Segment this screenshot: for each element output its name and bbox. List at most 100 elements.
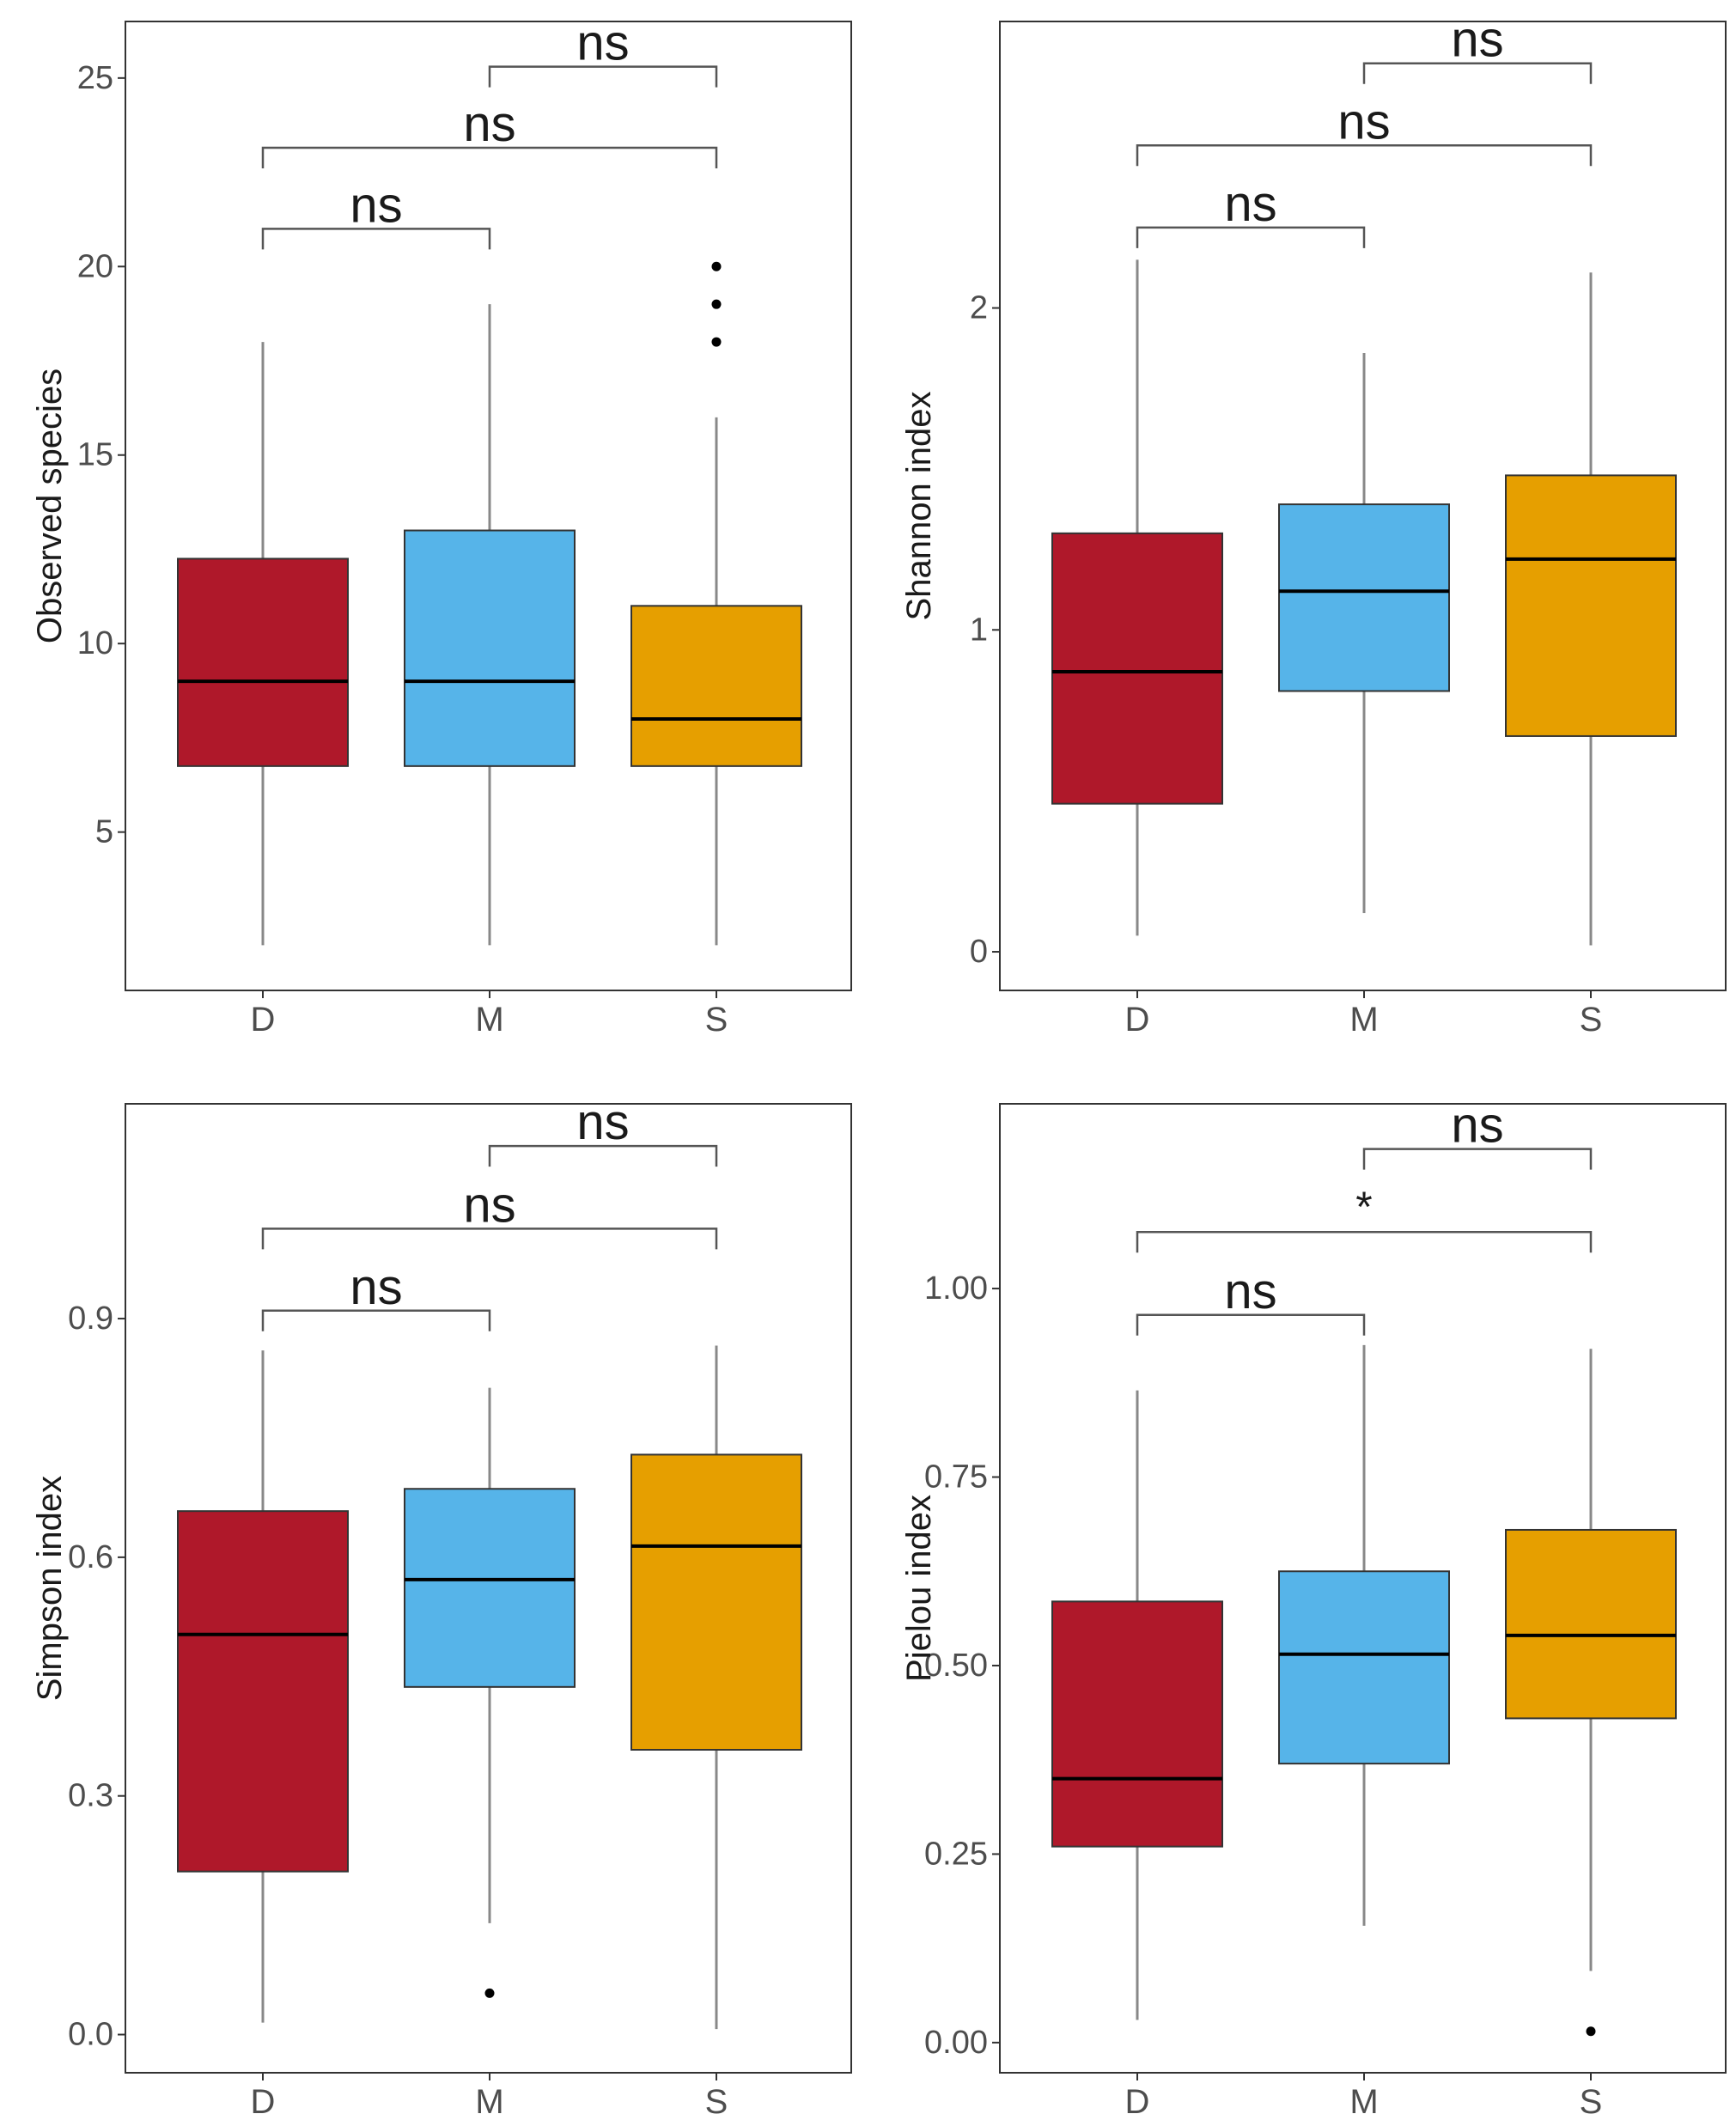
x-tick-label: D (1125, 2083, 1150, 2120)
box-body (1051, 532, 1223, 805)
comparison-D-S: ns (261, 96, 718, 169)
y-tick-label: 0.50 (924, 1648, 988, 1684)
significance-bracket (1136, 144, 1593, 167)
box-M (1278, 1344, 1450, 1926)
significance-bracket (261, 228, 491, 250)
box-body (1278, 503, 1450, 692)
x-tick-label: S (1580, 1001, 1603, 1039)
x-tick-label: M (1349, 1001, 1378, 1039)
significance-bracket (261, 1309, 491, 1331)
box-S (630, 1345, 802, 2030)
y-tick-label: 15 (77, 437, 113, 473)
y-tick-label: 10 (77, 625, 113, 661)
box-S (630, 261, 802, 946)
y-tick-label: 1 (970, 612, 988, 648)
significance-bracket (488, 1144, 718, 1167)
y-axis-title: Observed species (31, 369, 69, 643)
box-body (177, 557, 349, 767)
significance-label: ns (463, 1177, 515, 1233)
panel-border (125, 21, 852, 991)
outlier-point (711, 337, 722, 347)
y-axis-title: Simpson index (31, 1476, 69, 1701)
box-D (177, 1350, 349, 2023)
significance-label: ns (350, 1259, 402, 1315)
y-axis-title: Pielou index (900, 1495, 938, 1682)
comparison-M-S: ns (488, 15, 718, 88)
y-tick-label: 2 (970, 290, 988, 326)
x-tick-label: M (1349, 2083, 1378, 2120)
box-M (1278, 352, 1450, 914)
panel-border (999, 1103, 1727, 2074)
significance-label: ns (576, 1094, 629, 1150)
significance-bracket (1136, 1230, 1593, 1253)
y-tick-label: 0.6 (68, 1539, 113, 1575)
significance-bracket (261, 1228, 718, 1250)
y-tick-label: 0.25 (924, 1836, 988, 1872)
significance-bracket (261, 146, 718, 169)
box-body (177, 1510, 349, 1873)
y-tick-label: 0 (970, 934, 988, 970)
y-tick-label: 0.0 (68, 2017, 113, 2053)
comparison-M-S: ns (1362, 1098, 1593, 1170)
box-body (1051, 1600, 1223, 1848)
significance-label: ns (1337, 94, 1390, 149)
x-tick-label: S (705, 2083, 728, 2120)
box-D (1051, 1390, 1223, 2020)
box-D (1051, 259, 1223, 936)
box-body (1278, 1570, 1450, 1765)
significance-bracket (1362, 1148, 1593, 1170)
box-body (1505, 474, 1677, 737)
panel-border (999, 21, 1727, 991)
significance-label: ns (1224, 176, 1276, 232)
y-tick-label: 0.00 (924, 2025, 988, 2061)
y-axis-title: Shannon index (900, 392, 938, 621)
comparison-D-M: ns (261, 1259, 491, 1331)
significance-label: ns (463, 96, 515, 152)
significance-bracket (488, 65, 718, 88)
box-M (404, 304, 576, 946)
y-tick-label: 0.3 (68, 1778, 113, 1814)
comparison-D-S: ns (1136, 94, 1593, 167)
comparison-D-M: ns (1136, 1264, 1366, 1336)
comparison-D-M: ns (1136, 176, 1366, 248)
panel-3: 0.0 0.3 0.6 0.9 D M S Simpson index ns ns ns (31, 1094, 852, 2120)
comparison-D-S: * (1136, 1183, 1593, 1253)
box-body (630, 605, 802, 767)
x-tick-label: M (475, 2083, 503, 2120)
box-body (404, 529, 576, 767)
significance-label: * (1355, 1183, 1372, 1231)
box-body (1505, 1528, 1677, 1720)
y-tick-label: 0.9 (68, 1301, 113, 1337)
x-tick-label: D (1125, 1001, 1150, 1039)
significance-bracket (1136, 226, 1366, 248)
significance-bracket (1136, 1313, 1366, 1336)
comparison-D-M: ns (261, 177, 491, 250)
box-S (1505, 272, 1677, 946)
y-tick-label: 0.75 (924, 1459, 988, 1496)
box-S (1505, 1349, 1677, 2037)
y-tick-label: 20 (77, 248, 113, 284)
significance-bracket (1362, 62, 1593, 84)
comparison-M-S: ns (1362, 12, 1593, 84)
box-M (404, 1387, 576, 1998)
x-tick-label: D (251, 1001, 276, 1039)
outlier-point (711, 299, 722, 309)
panel-2: 0 1 2 D M S Shannon index ns ns ns (900, 12, 1727, 1039)
y-tick-label: 1.00 (924, 1270, 988, 1307)
box-body (630, 1453, 802, 1751)
significance-label: ns (350, 177, 402, 233)
significance-label: ns (1224, 1264, 1276, 1319)
box-D (177, 342, 349, 946)
outlier-point (711, 261, 722, 271)
x-tick-label: M (475, 1001, 503, 1039)
y-tick-label: 25 (77, 60, 113, 96)
comparison-D-S: ns (261, 1177, 718, 1250)
comparison-M-S: ns (488, 1094, 718, 1167)
panel-1: 5 10 15 20 25 D M S Observed species ns ns ns (31, 15, 852, 1039)
significance-label: ns (1451, 1098, 1503, 1154)
panel-border (125, 1103, 852, 2074)
y-tick-label: 5 (95, 814, 113, 850)
outlier-point (484, 1988, 495, 1998)
x-tick-label: D (251, 2083, 276, 2120)
